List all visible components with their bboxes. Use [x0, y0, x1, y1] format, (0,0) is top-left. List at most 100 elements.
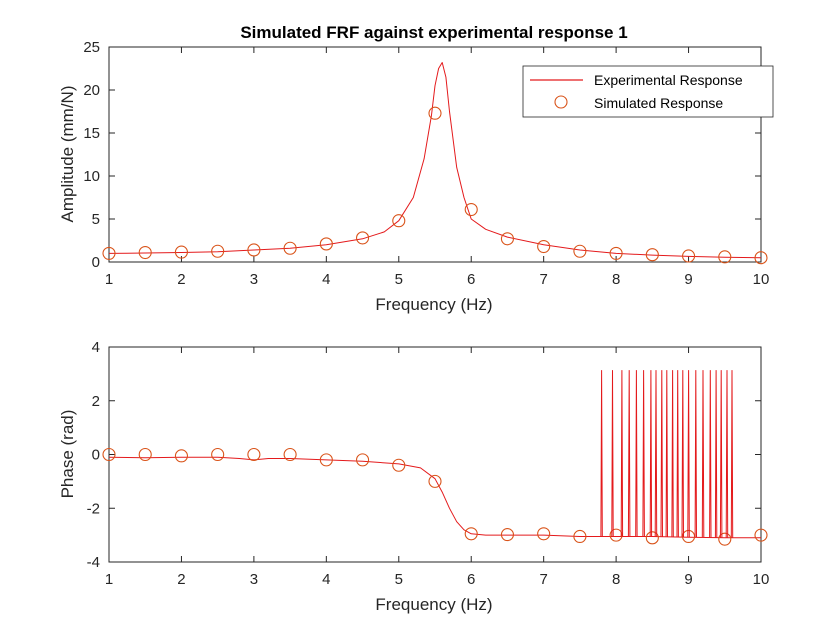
simulated-point-bottom [500, 528, 514, 542]
legend: Experimental Response Simulated Response [522, 65, 774, 118]
x-tick-label: 2 [177, 271, 185, 288]
simulated-point-top [102, 246, 116, 260]
phase-wrap-spike [701, 370, 705, 538]
x-tick-label: 7 [539, 271, 547, 288]
axis-ticks-top: 1 2 3 4 5 6 7 8 9 10 0 5 10 15 20 25 [83, 39, 769, 288]
phase-wrap-spike [714, 370, 718, 538]
phase-wrap-spike [600, 370, 603, 537]
simulated-point-top [500, 232, 514, 246]
simulated-point-top [573, 244, 587, 258]
phase-wrap-spike [725, 370, 729, 538]
simulated-point-top [537, 239, 551, 254]
simulated-point-bottom [754, 528, 768, 542]
phase-wrap-spike [649, 370, 653, 537]
x-tick-label: 4 [322, 271, 330, 288]
phase-wrap-spike [627, 370, 631, 537]
phase-subplot: 1 2 3 4 5 6 7 8 9 10 -4 -2 0 2 4 Frequency (Hz) Phase … [58, 339, 769, 614]
x-tick-label: 10 [753, 271, 770, 288]
simulated-point-top [247, 243, 261, 257]
x-axis-label-bottom: Frequency (Hz) [375, 595, 492, 614]
y-axis-label-top: Amplitude (mm/N) [58, 86, 77, 223]
simulated-point-top [283, 241, 297, 255]
simulated-point-bottom [102, 447, 116, 462]
phase-wrap-spike [642, 370, 645, 537]
x-tick-label: 1 [105, 271, 113, 288]
phase-wrap-spike [730, 370, 734, 538]
simulated-point-bottom [718, 532, 732, 546]
legend-marker-simulated [554, 95, 568, 109]
phase-wrap-spike [719, 370, 723, 538]
phase-wrap-spike [654, 370, 658, 537]
simulated-point-bottom [319, 453, 333, 467]
simulated-point-bottom [645, 531, 659, 545]
legend-entry-simulated: Simulated Response [594, 95, 723, 111]
simulated-point-bottom [211, 447, 225, 462]
simulated-point-bottom [283, 447, 297, 462]
simulated-point-bottom [537, 527, 551, 541]
simulated-point-top [138, 245, 152, 260]
axis-ticks-bottom: 1 2 3 4 5 6 7 8 9 10 -4 -2 0 2 4 [87, 339, 770, 588]
simulated-point-top [319, 237, 333, 251]
x-tick-label: 9 [684, 571, 692, 588]
x-tick-label: 8 [612, 271, 620, 288]
simulated-point-top [718, 250, 732, 264]
y-tick-label: 10 [83, 168, 100, 185]
simulated-point-bottom [428, 474, 442, 488]
phase-wrap-spike [671, 370, 674, 537]
x-tick-label: 1 [105, 571, 113, 588]
phase-wrap-spike [694, 370, 697, 538]
x-tick-label: 7 [539, 571, 547, 588]
simulated-point-bottom [247, 447, 261, 462]
x-tick-label: 6 [467, 571, 475, 588]
y-tick-label: 4 [92, 339, 100, 356]
simulated-point-top [609, 246, 623, 260]
phase-wrap-spike [660, 370, 663, 537]
phase-wrap-spike [687, 370, 690, 538]
y-tick-label: 0 [92, 254, 100, 271]
simulated-point-bottom [464, 527, 478, 541]
simulated-point-bottom [174, 449, 188, 463]
simulated-point-bottom [392, 458, 406, 472]
x-tick-label: 10 [753, 571, 770, 588]
simulated-point-top [356, 231, 370, 245]
simulated-point-top [645, 248, 659, 262]
simulated-point-top [428, 106, 442, 120]
x-tick-label: 3 [250, 571, 258, 588]
data-layer-bottom [102, 370, 768, 546]
simulated-point-bottom [682, 529, 696, 544]
simulated-point-top [682, 249, 696, 263]
simulated-point-top [754, 251, 768, 265]
simulated-point-bottom [356, 453, 370, 467]
y-tick-label: -4 [87, 554, 100, 571]
y-tick-label: -2 [87, 500, 100, 517]
data-layer-top [102, 62, 768, 265]
y-tick-label: 5 [92, 211, 100, 228]
legend-box [522, 65, 774, 118]
x-tick-label: 4 [322, 571, 330, 588]
simulated-point-top [174, 245, 188, 259]
y-tick-label: 15 [83, 125, 100, 142]
y-axis-label-bottom: Phase (rad) [58, 410, 77, 499]
x-tick-label: 8 [612, 571, 620, 588]
x-tick-label: 5 [395, 571, 403, 588]
legend-entry-experimental: Experimental Response [594, 72, 743, 88]
amplitude-subplot: Simulated FRF against experimental respo… [58, 23, 774, 314]
simulated-point-top [392, 214, 406, 228]
phase-wrap-spike [676, 370, 679, 538]
series-line-experimental-bottom [108, 456, 761, 539]
simulated-point-top [211, 244, 225, 258]
x-tick-label: 9 [684, 271, 692, 288]
x-tick-label: 3 [250, 271, 258, 288]
y-tick-label: 0 [92, 447, 100, 464]
y-tick-label: 2 [92, 393, 100, 410]
y-tick-label: 20 [83, 82, 100, 99]
simulated-point-top [464, 202, 478, 217]
chart-title: Simulated FRF against experimental respo… [240, 23, 627, 42]
x-axis-label-top: Frequency (Hz) [375, 295, 492, 314]
phase-wrap-spike [620, 370, 624, 537]
x-tick-label: 6 [467, 271, 475, 288]
phase-wrap-spike [681, 370, 684, 538]
phase-wrap-spike [709, 370, 712, 538]
x-tick-label: 2 [177, 571, 185, 588]
